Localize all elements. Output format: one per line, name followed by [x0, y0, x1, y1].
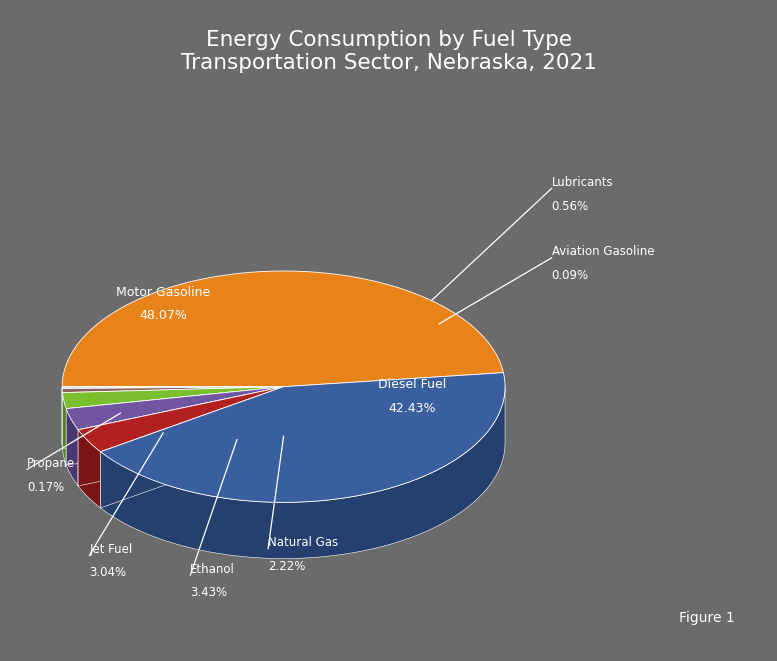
Polygon shape [66, 387, 284, 465]
Polygon shape [62, 387, 284, 445]
Polygon shape [62, 387, 284, 408]
Polygon shape [62, 271, 503, 387]
Text: 0.09%: 0.09% [552, 269, 589, 282]
Polygon shape [100, 373, 505, 502]
Text: 0.56%: 0.56% [552, 200, 589, 213]
Text: 42.43%: 42.43% [388, 402, 436, 415]
Text: Motor Gasoline: Motor Gasoline [116, 286, 211, 299]
Polygon shape [62, 387, 284, 444]
Polygon shape [62, 387, 284, 444]
Text: Aviation Gasoline: Aviation Gasoline [552, 245, 654, 258]
Text: 48.07%: 48.07% [139, 309, 187, 323]
Text: Propane: Propane [27, 457, 75, 470]
Polygon shape [100, 387, 284, 508]
Text: Figure 1: Figure 1 [678, 611, 734, 625]
Polygon shape [78, 430, 100, 508]
Polygon shape [66, 387, 284, 430]
Text: Lubricants: Lubricants [552, 176, 613, 189]
Polygon shape [100, 387, 505, 559]
Polygon shape [62, 387, 284, 393]
Text: Diesel Fuel: Diesel Fuel [378, 378, 446, 391]
Polygon shape [62, 387, 284, 445]
Text: Jet Fuel: Jet Fuel [89, 543, 133, 556]
Text: 2.22%: 2.22% [268, 560, 305, 573]
Text: 0.17%: 0.17% [27, 481, 64, 494]
Polygon shape [100, 387, 284, 508]
Polygon shape [66, 387, 284, 465]
Text: 3.04%: 3.04% [89, 566, 127, 580]
Polygon shape [62, 387, 284, 449]
Text: Energy Consumption by Fuel Type
Transportation Sector, Nebraska, 2021: Energy Consumption by Fuel Type Transpor… [180, 30, 597, 73]
Text: 3.43%: 3.43% [190, 586, 228, 600]
Polygon shape [66, 408, 78, 486]
Polygon shape [78, 387, 284, 451]
Polygon shape [78, 387, 284, 486]
Text: Ethanol: Ethanol [190, 563, 235, 576]
Polygon shape [62, 393, 66, 465]
Polygon shape [78, 387, 284, 486]
Polygon shape [62, 387, 284, 449]
Polygon shape [62, 387, 284, 389]
Text: Natural Gas: Natural Gas [268, 536, 338, 549]
Polygon shape [62, 387, 284, 443]
